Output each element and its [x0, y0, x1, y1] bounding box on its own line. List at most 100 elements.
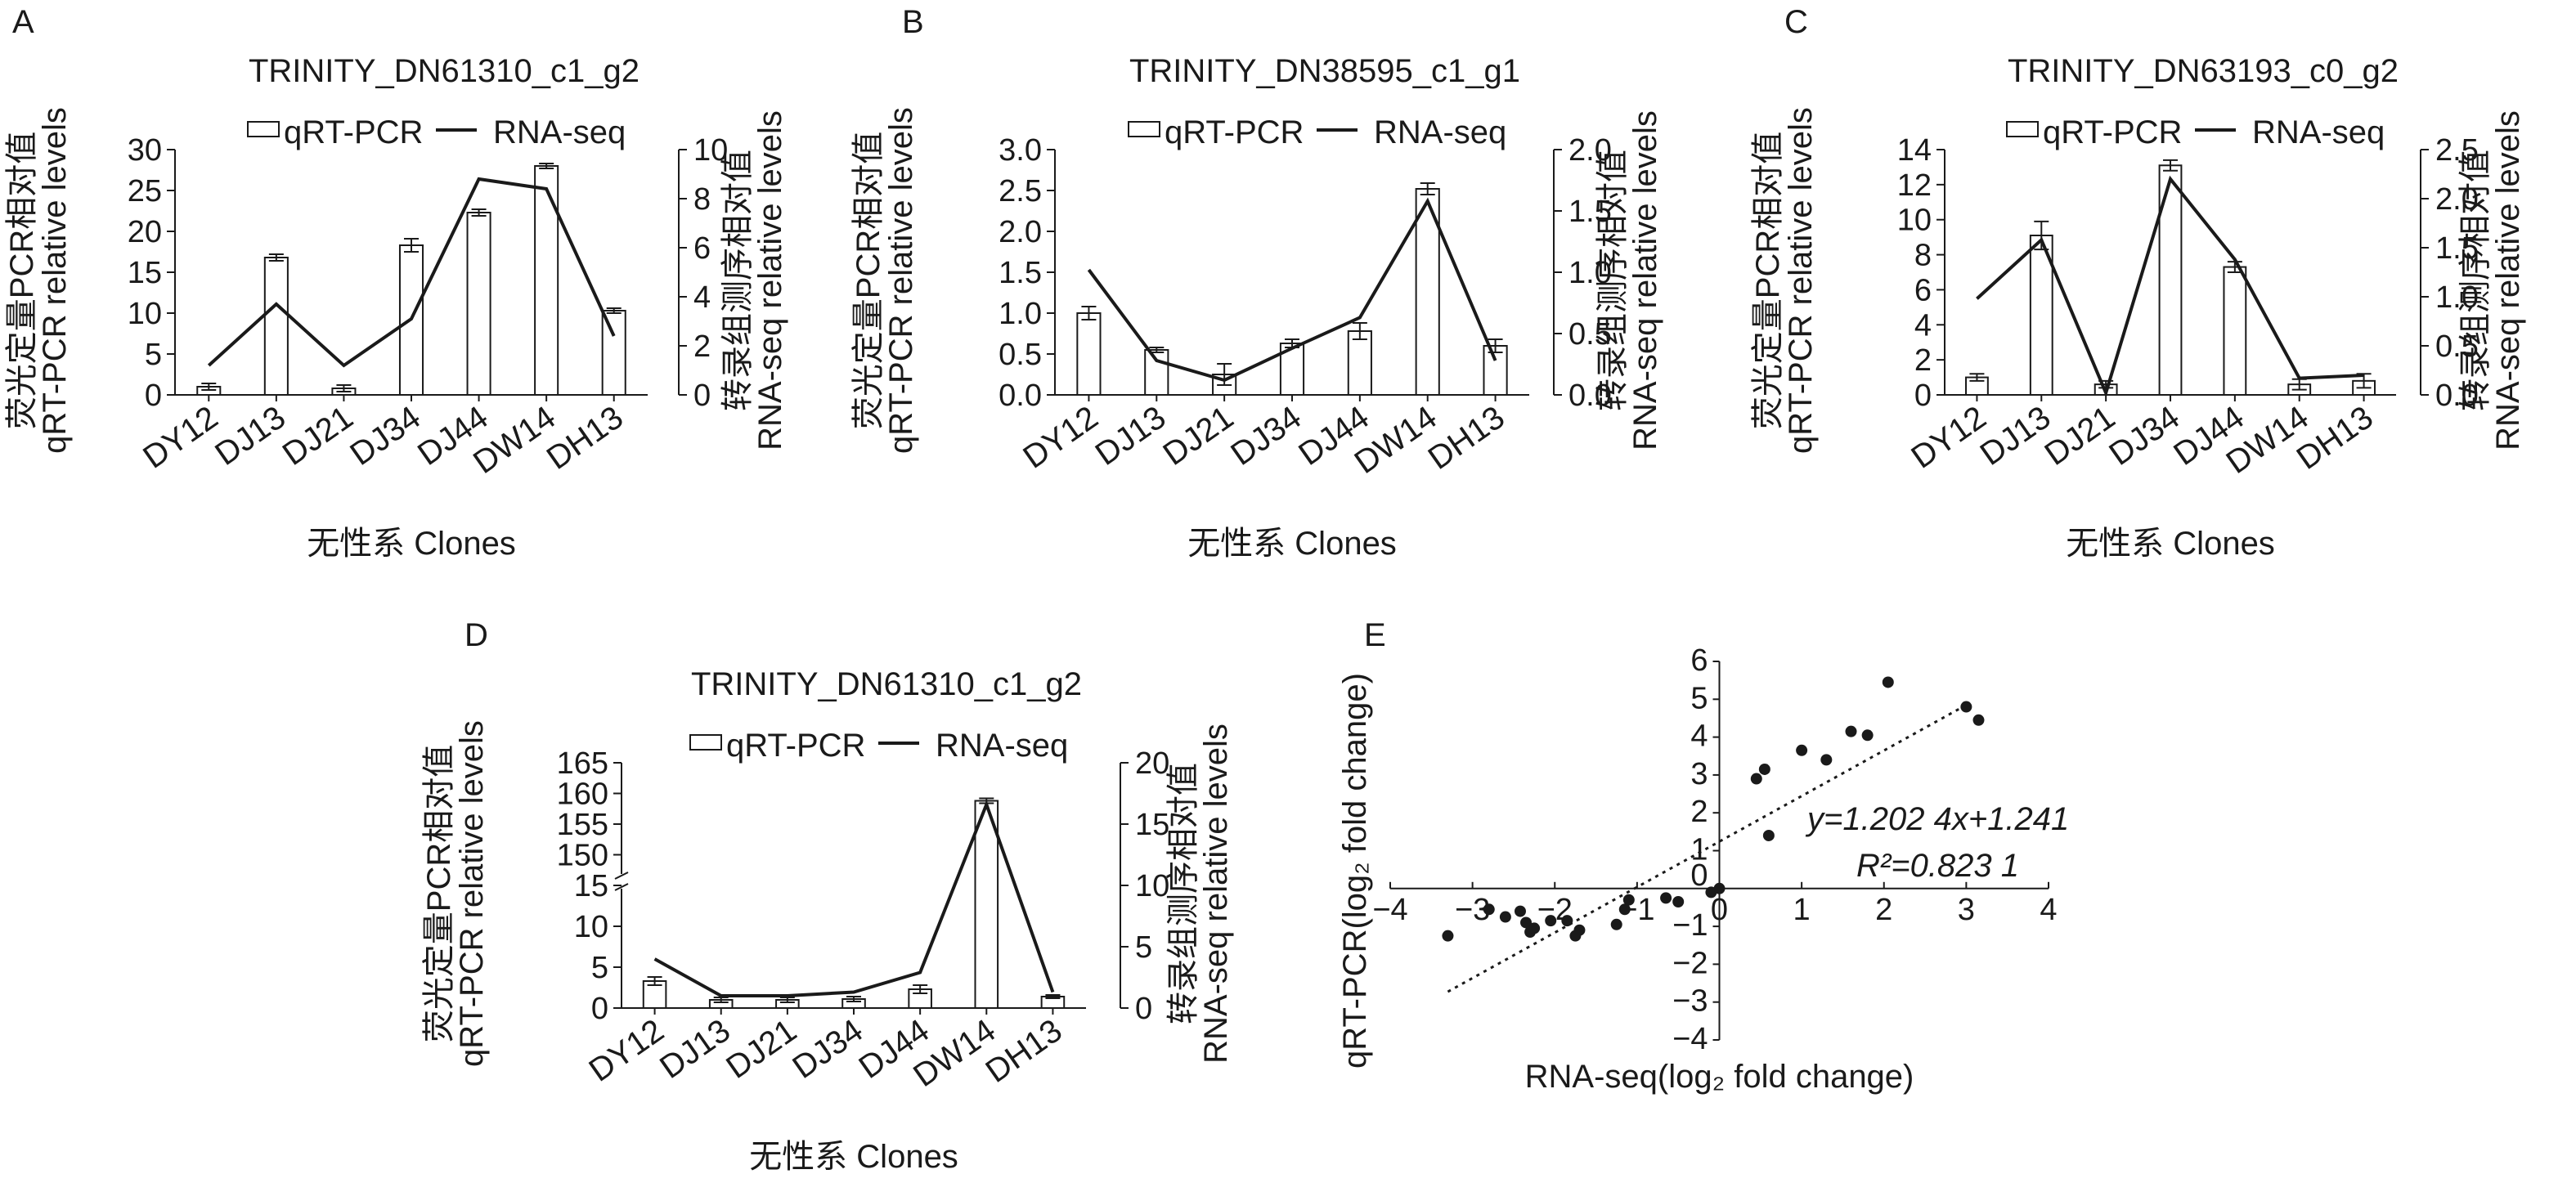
regression-equation: y=1.202 4x+1.241 [1805, 801, 2069, 837]
x-tick-label: 2 [1875, 893, 1892, 927]
y-tick-label: 4 [1690, 719, 1708, 754]
y-axis-title-right-en: RNA-seq relative levels [2490, 110, 2526, 450]
bar [1483, 345, 1508, 396]
legend: qRT-PCR RNA-seq [689, 728, 1068, 764]
y-tick-label-left: 165 [557, 746, 608, 781]
legend-label-bar: qRT-PCR [284, 114, 423, 150]
data-point [1882, 676, 1894, 688]
x-tick-label: DJ13 [1974, 399, 2058, 473]
y-tick-label-left: 25 [128, 174, 162, 208]
x-tick-label: DH13 [1422, 399, 1511, 477]
y-tick-label-right: 0 [693, 379, 711, 413]
y-axis-title-left-cn: 荧光定量PCR相对值 [4, 132, 40, 429]
legend-label-bar: qRT-PCR [2043, 114, 2182, 150]
panel-a: A TRINITY_DN61310_c1_g2 qRT-PCR RNA-seq 0 5 10… [4, 4, 788, 562]
bar [466, 212, 491, 396]
data-point [1861, 729, 1874, 742]
y-tick-label-left: 0.5 [999, 338, 1042, 372]
y-tick-label-left: 10 [128, 297, 162, 331]
y-tick-label: 3 [1690, 757, 1708, 791]
bar [2223, 266, 2247, 397]
y-tick-label-right: 2.0 [2435, 182, 2479, 217]
legend-label-bar: qRT-PCR [1165, 114, 1304, 150]
data-point [1972, 714, 1985, 726]
y-axis-title-right-en: RNA-seq relative levels [1627, 110, 1663, 450]
y-tick-label-left: 14 [1897, 133, 1932, 168]
y-axis-title-right-cn: 转录组测序相对值 [2457, 150, 2493, 411]
y-axis-title-left-cn: 荧光定量PCR相对值 [1750, 132, 1786, 429]
panel-letter: B [902, 4, 924, 40]
data-point [1528, 922, 1541, 934]
data-point [1545, 915, 1557, 927]
legend-swatch-bar [2006, 121, 2039, 137]
y-tick-label-left: 155 [557, 808, 608, 842]
y-tick-label-left: 20 [128, 215, 162, 249]
data-point [1758, 763, 1770, 775]
bar [1415, 188, 1440, 396]
rna-seq-line [207, 177, 616, 368]
y-tick-label-left: 4 [1914, 308, 1932, 343]
y-tick-label-left: 2.5 [999, 174, 1042, 208]
x-axis-title: 无性系 Clones [1187, 526, 1397, 562]
legend-label-line: RNA-seq [2252, 114, 2385, 150]
y-axis-title-left-en: qRT-PCR relative levels [37, 107, 73, 454]
y-axis-title-right-cn: 转录组测序相对值 [1595, 150, 1631, 411]
x-tick-label: DJ21 [2039, 399, 2122, 473]
data-point [1820, 754, 1833, 766]
y-axis-title-right-cn: 转录组测序相对值 [720, 150, 756, 411]
y-tick-label: −4 [1672, 1022, 1708, 1056]
x-axis-title: 无性系 Clones [307, 526, 516, 562]
legend-label-line: RNA-seq [493, 114, 626, 150]
y-tick-label-right: 0.5 [2435, 329, 2479, 364]
x-tick-label: DH13 [2291, 399, 2380, 477]
y-tick-label-left: 0 [591, 992, 608, 1026]
legend-swatch-bar [1128, 121, 1160, 137]
bar [601, 310, 626, 396]
rna-seq-line [1087, 197, 1497, 383]
y-tick-label-right: 15 [1135, 808, 1169, 842]
y-tick-label-left: 3.0 [999, 133, 1042, 168]
y-tick-label-right: 8 [693, 182, 711, 217]
panel-d: D TRINITY_DN61310_c1_g2 qRT-PCR RNA-seq 0 5 10… [421, 617, 1234, 1175]
trendline [1447, 704, 1968, 993]
y-tick-label: 2 [1690, 795, 1708, 829]
chart-title: TRINITY_DN61310_c1_g2 [249, 53, 640, 89]
y-tick-label-left: 0.0 [999, 379, 1042, 413]
x-tick-label: DJ34 [2103, 399, 2186, 473]
x-tick-label: DJ21 [1157, 399, 1241, 473]
x-tick-label: DJ21 [276, 399, 360, 473]
y-tick-label-left: 5 [145, 338, 162, 372]
bar [1347, 330, 1372, 396]
y-tick-label: 0 [1690, 858, 1708, 893]
y-tick-label-right: 1.0 [2435, 280, 2479, 315]
bar [1076, 312, 1102, 396]
y-tick-label-right: 0.0 [2435, 379, 2479, 413]
y-tick-label-left: 1.5 [999, 256, 1042, 290]
data-point [1960, 701, 1972, 713]
legend-label-line: RNA-seq [936, 728, 1068, 764]
y-axis-title-left-en: qRT-PCR relative levels [1783, 107, 1819, 454]
y-axis-title-left-cn: 荧光定量PCR相对值 [850, 132, 886, 429]
y-tick-label: −2 [1672, 946, 1708, 980]
data-point [1573, 924, 1586, 936]
r-squared: R²=0.823 1 [1856, 848, 2019, 884]
x-tick-label: DJ13 [653, 1012, 737, 1086]
y-tick-label-right: 10 [1135, 869, 1169, 903]
data-point [1845, 725, 1857, 737]
chart-title: TRINITY_DN63193_c0_g2 [2008, 53, 2399, 89]
y-tick-label-right: 10 [693, 133, 728, 168]
y-axis-title-left-en: qRT-PCR relative levels [454, 720, 490, 1067]
y-axis-title-right-en: RNA-seq relative levels [752, 110, 788, 450]
data-point [1561, 915, 1573, 927]
y-tick-label-left: 15 [574, 869, 608, 903]
data-point [1762, 829, 1775, 841]
legend-label-bar: qRT-PCR [726, 728, 865, 764]
y-axis-title: qRT-PCR(log₂ fold change) [1337, 673, 1373, 1069]
data-point [1610, 918, 1622, 930]
x-tick-label: −4 [1372, 893, 1407, 927]
y-tick-label-right: 0.0 [1568, 379, 1612, 413]
y-tick-label: 5 [1690, 681, 1708, 715]
x-tick-label: 1 [1793, 893, 1811, 927]
y-tick-label: −1 [1672, 908, 1708, 943]
